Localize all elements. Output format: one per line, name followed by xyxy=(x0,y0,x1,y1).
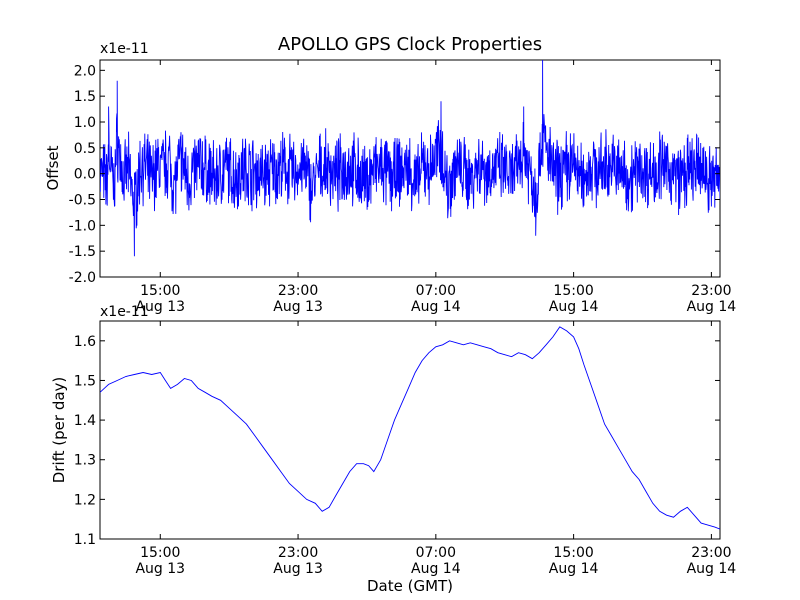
y-tick-label: -1.0 xyxy=(69,218,96,234)
drift-y-axis-label: Drift (per day) xyxy=(50,377,68,484)
x-tick-time-label: 15:00 xyxy=(553,283,593,299)
offset-y-multiplier: x1e-11 xyxy=(100,41,149,57)
offset-y-axis-label: Offset xyxy=(44,145,62,190)
x-tick-date-label: Aug 14 xyxy=(549,561,599,577)
x-tick-date-label: Aug 14 xyxy=(549,299,599,315)
x-tick-date-label: Aug 14 xyxy=(687,561,737,577)
chart-title: APOLLO GPS Clock Properties xyxy=(278,34,542,55)
y-tick-label: 1.6 xyxy=(74,334,96,350)
x-tick-time-label: 07:00 xyxy=(416,545,456,561)
offset-series-group xyxy=(100,60,720,257)
offset-y-axis: -2.0 -1.5 -1.0 -0.5 0.0 0.5 1.0 1.5 2.0 xyxy=(69,63,720,286)
drift-y-axis: 1.1 1.2 1.3 1.4 1.5 1.6 xyxy=(74,334,720,548)
x-tick-time-label: 23:00 xyxy=(691,545,731,561)
y-tick-label: 1.4 xyxy=(74,413,96,429)
x-tick-date-label: Aug 13 xyxy=(135,561,185,577)
y-tick-label: 1.0 xyxy=(74,115,96,131)
x-tick-time-label: 15:00 xyxy=(140,283,180,299)
x-tick-time-label: 07:00 xyxy=(416,283,456,299)
y-tick-label: 0.0 xyxy=(74,167,96,183)
y-tick-label: 1.1 xyxy=(74,532,96,548)
x-tick-time-label: 23:00 xyxy=(691,283,731,299)
y-tick-label: -0.5 xyxy=(69,193,96,209)
x-tick-date-label: Aug 14 xyxy=(411,299,461,315)
drift-series-line xyxy=(100,326,720,530)
drift-series-group xyxy=(100,326,720,530)
offset-panel: -2.0-1.5-1.0-0.50.00.51.01.52.0 15:00Aug… xyxy=(44,41,736,315)
drift-plot-frame xyxy=(99,320,721,540)
offset-series-line xyxy=(100,60,720,257)
x-tick-time-label: 15:00 xyxy=(140,545,180,561)
y-tick-label: -1.5 xyxy=(69,244,96,260)
y-tick-label: 1.3 xyxy=(74,453,96,469)
x-tick-date-label: Aug 13 xyxy=(135,299,185,315)
x-tick-date-label: Aug 13 xyxy=(273,299,323,315)
drift-x-axis-label: Date (GMT) xyxy=(367,577,453,595)
y-tick-label: 1.5 xyxy=(74,373,96,389)
x-tick-time-label: 23:00 xyxy=(278,283,318,299)
x-tick-date-label: Aug 14 xyxy=(687,299,737,315)
x-tick-time-label: 23:00 xyxy=(278,545,318,561)
y-tick-label: -2.0 xyxy=(69,270,96,286)
x-tick-date-label: Aug 13 xyxy=(273,561,323,577)
x-tick-date-label: Aug 14 xyxy=(411,561,461,577)
x-tick-time-label: 15:00 xyxy=(553,545,593,561)
y-tick-label: 1.5 xyxy=(74,89,96,105)
y-tick-label: 1.2 xyxy=(74,492,96,508)
drift-y-multiplier: x1e-11 xyxy=(100,304,149,320)
y-tick-label: 2.0 xyxy=(74,63,96,79)
y-tick-label: 0.5 xyxy=(74,141,96,157)
